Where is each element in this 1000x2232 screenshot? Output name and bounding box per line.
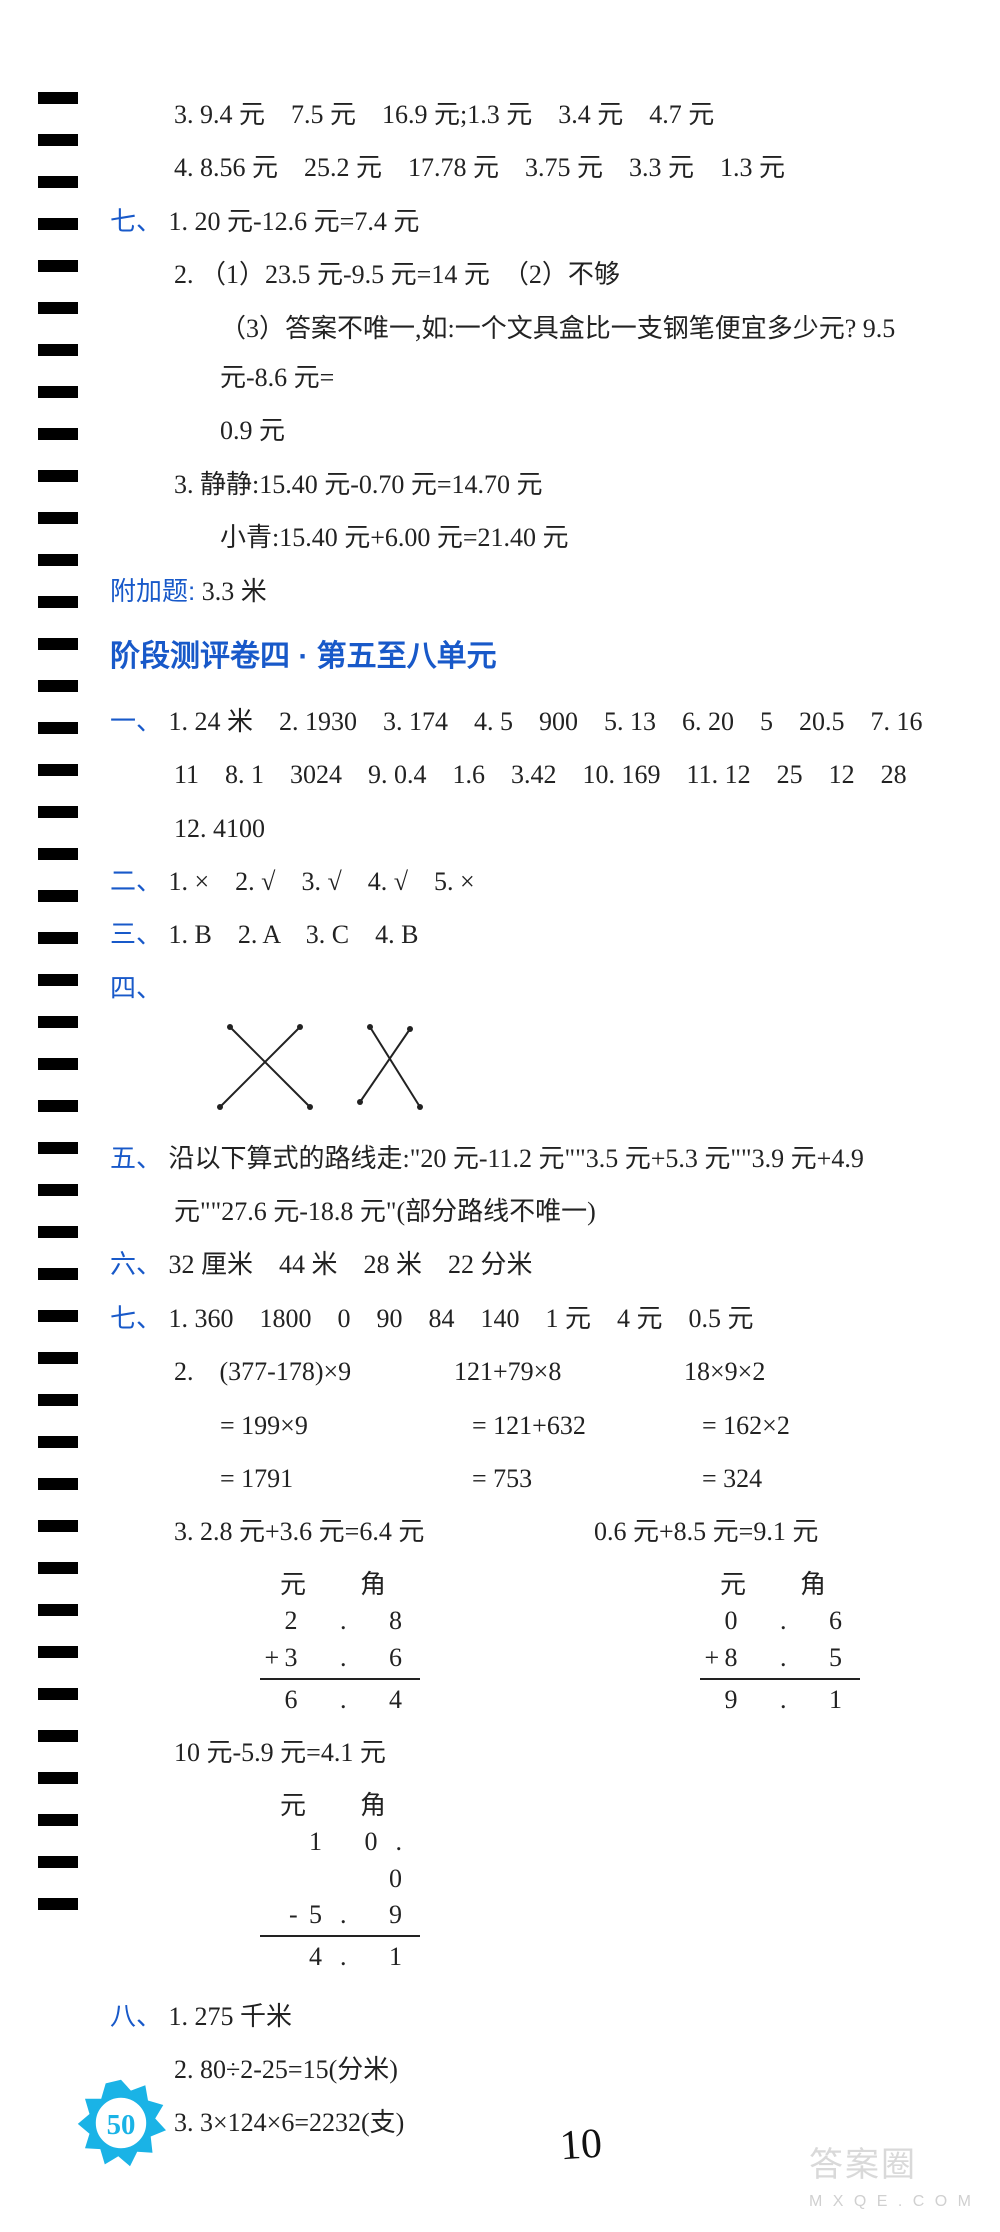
- calc-col: = 324: [702, 1454, 762, 1503]
- extra-label: 附加题:: [110, 576, 195, 606]
- watermark-text: 答案圈: [809, 2146, 917, 2184]
- calc-col: 18×9×2: [684, 1347, 765, 1396]
- perforation-marks: [38, 92, 78, 1940]
- watermark-sub: M X Q E . C O M: [809, 2194, 974, 2210]
- page-number: 50: [107, 2109, 136, 2141]
- calc-col: = 162×2: [702, 1401, 790, 1450]
- calc-col: 121+79×8: [454, 1347, 684, 1396]
- calc-row: = 199×9 = 121+632 = 162×2: [110, 1401, 940, 1450]
- extra-value: 3.3 米: [202, 577, 267, 606]
- answer-line: 3. 9.4 元 7.5 元 16.9 元;1.3 元 3.4 元 4.7 元: [110, 90, 940, 139]
- page-number-badge: 50: [76, 2078, 166, 2168]
- section-label: 五、: [110, 1143, 162, 1173]
- section-one: 一、 1. 24 米 2. 1930 3. 174 4. 5 900 5. 13…: [110, 697, 940, 746]
- calc-col: = 753: [472, 1454, 702, 1503]
- vt-line: +3 . 6: [260, 1640, 420, 1676]
- vt-rule: [260, 1935, 420, 1937]
- answer-line: 32 厘米 44 米 28 米 22 分米: [169, 1250, 533, 1279]
- answer-line: 10 元-5.9 元=4.1 元: [110, 1728, 940, 1777]
- vt-result: 4. 1: [260, 1939, 420, 1975]
- page: 3. 9.4 元 7.5 元 16.9 元;1.3 元 3.4 元 4.7 元 …: [0, 0, 1000, 2232]
- vt-rule: [700, 1678, 860, 1680]
- section-three: 三、 1. B 2. A 3. C 4. B: [110, 910, 940, 959]
- handwritten-note: 10: [557, 2105, 604, 2188]
- section-label: 七、: [110, 206, 162, 236]
- answer-line: 3. 静静:15.40 元-0.70 元=14.70 元: [110, 460, 940, 509]
- answer-line: 1. 275 千米: [169, 2002, 293, 2031]
- answer-line: 1. B 2. A 3. C 4. B: [169, 920, 419, 949]
- vt-rule: [260, 1678, 420, 1680]
- matching-diagram: [110, 1017, 940, 1133]
- answer-line: 1. 360 1800 0 90 84 140 1 元 4 元 0.5 元: [169, 1304, 754, 1333]
- vt-op: +: [265, 1640, 285, 1676]
- section-eight: 八、 1. 275 千米: [110, 1992, 940, 2041]
- vt-line: -5. 9: [260, 1897, 420, 1933]
- calc-col: = 199×9: [220, 1401, 472, 1450]
- vt-line: 2 . 8: [260, 1603, 420, 1639]
- calc-row: = 1791 = 753 = 324: [110, 1454, 940, 1503]
- vertical-calc-row: 元 角 2 . 8 +3 . 6 6 . 4 元 角 0 . 6 +8 . 5 …: [110, 1561, 940, 1719]
- section-label: 一、: [110, 706, 162, 736]
- badge-icon: 50: [76, 2078, 166, 2168]
- calc-row: 3. 2.8 元+3.6 元=6.4 元 0.6 元+8.5 元=9.1 元: [110, 1507, 940, 1556]
- answer-line: 11 8. 1 3024 9. 0.4 1.6 3.42 10. 169 11.…: [110, 750, 940, 799]
- section-four: 四、: [110, 964, 940, 1013]
- answer-line: （3）答案不唯一,如:一个文具盒比一支钢笔便宜多少元? 9.5 元-8.6 元=: [110, 304, 940, 403]
- section-label: 二、: [110, 866, 162, 896]
- answer-line: 12. 4100: [110, 804, 940, 853]
- vt-line: +8 . 5: [700, 1640, 860, 1676]
- vt-line: 1 0. 0: [260, 1824, 420, 1897]
- section-label: 七、: [110, 1303, 162, 1333]
- vertical-calc-row: 元 角 1 0. 0 -5. 9 4. 1: [110, 1782, 940, 1982]
- section-label: 八、: [110, 2001, 162, 2031]
- vt-result: 6 . 4: [260, 1682, 420, 1718]
- answer-line: 1. × 2. √ 3. √ 4. √ 5. ×: [169, 867, 475, 896]
- section-five: 五、 沿以下算式的路线走:"20 元-11.2 元""3.5 元+5.3 元""…: [110, 1134, 940, 1183]
- section-label: 三、: [110, 919, 162, 949]
- vertical-calc: 元 角 0 . 6 +8 . 5 9 . 1: [700, 1567, 860, 1719]
- section-two: 二、 1. × 2. √ 3. √ 4. √ 5. ×: [110, 857, 940, 906]
- answer-line: 元""27.6 元-18.8 元"(部分路线不唯一): [110, 1187, 940, 1236]
- vt-result: 9 . 1: [700, 1682, 860, 1718]
- answer-line: 沿以下算式的路线走:"20 元-11.2 元""3.5 元+5.3 元""3.9…: [169, 1144, 864, 1173]
- section-label: 四、: [110, 973, 162, 1003]
- answer-line: 2. 80÷2-25=15(分米): [110, 2045, 940, 2094]
- section-seven: 七、 1. 20 元-12.6 元=7.4 元: [110, 197, 940, 246]
- calc-row: 2. (377-178)×9 121+79×8 18×9×2: [110, 1347, 940, 1396]
- calc-col: 0.6 元+8.5 元=9.1 元: [594, 1507, 818, 1556]
- section-label: 六、: [110, 1249, 162, 1279]
- answer-line: 0.9 元: [110, 406, 940, 455]
- matching-svg: [210, 1017, 450, 1117]
- answer-line: 2. （1）23.5 元-9.5 元=14 元 （2）不够: [110, 250, 940, 299]
- calc-col: 3. 2.8 元+3.6 元=6.4 元: [174, 1507, 594, 1556]
- vt-line: 0 . 6: [700, 1603, 860, 1639]
- calc-col: 2. (377-178)×9: [174, 1347, 454, 1396]
- vertical-calc: 元 角 2 . 8 +3 . 6 6 . 4: [260, 1567, 420, 1719]
- extra-question: 附加题: 3.3 米: [110, 567, 940, 616]
- vt-header: 元 角: [260, 1567, 420, 1603]
- answer-line: 1. 24 米 2. 1930 3. 174 4. 5 900 5. 13 6.…: [169, 707, 923, 736]
- answer-line: 4. 8.56 元 25.2 元 17.78 元 3.75 元 3.3 元 1.…: [110, 143, 940, 192]
- calc-col: = 1791: [220, 1454, 472, 1503]
- watermark: 答案圈 M X Q E . C O M: [809, 2133, 974, 2210]
- vt-header: 元 角: [260, 1788, 420, 1824]
- vt-header: 元 角: [700, 1567, 860, 1603]
- answer-line: 小青:15.40 元+6.00 元=21.40 元: [110, 513, 940, 562]
- calc-col: = 121+632: [472, 1401, 702, 1450]
- vt-op: -: [289, 1897, 309, 1933]
- stage-title: 阶段测评卷四 · 第五至八单元: [110, 628, 940, 685]
- vertical-calc: 元 角 1 0. 0 -5. 9 4. 1: [260, 1788, 420, 1976]
- section-six: 六、 32 厘米 44 米 28 米 22 分米: [110, 1240, 940, 1289]
- vt-op: +: [705, 1640, 725, 1676]
- section-seven-b: 七、 1. 360 1800 0 90 84 140 1 元 4 元 0.5 元: [110, 1294, 940, 1343]
- answer-line: 1. 20 元-12.6 元=7.4 元: [169, 207, 420, 236]
